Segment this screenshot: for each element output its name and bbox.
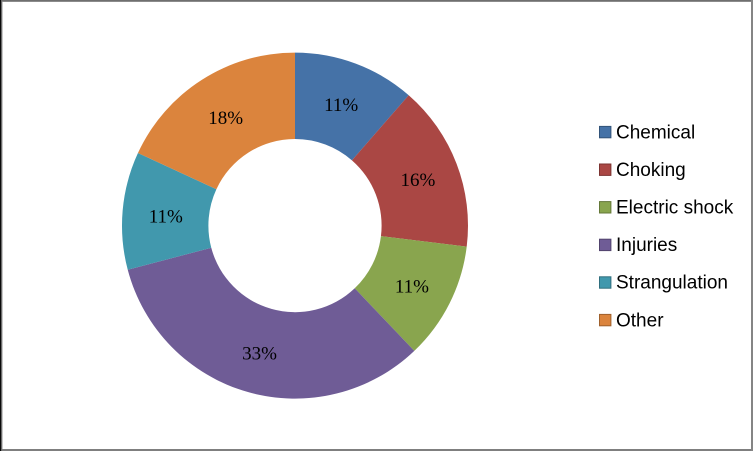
- svg-text:Chemical: Chemical: [616, 122, 695, 143]
- svg-text:Strangulation: Strangulation: [616, 273, 728, 294]
- svg-text:Injuries: Injuries: [616, 235, 677, 256]
- svg-text:Choking: Choking: [616, 160, 686, 181]
- svg-text:11%: 11%: [324, 95, 358, 116]
- svg-text:11%: 11%: [395, 276, 429, 297]
- svg-text:Other: Other: [616, 310, 664, 331]
- svg-text:11%: 11%: [149, 207, 183, 228]
- svg-text:18%: 18%: [208, 108, 243, 129]
- svg-text:16%: 16%: [400, 170, 435, 191]
- svg-text:Electric shock: Electric shock: [616, 198, 734, 219]
- svg-text:33%: 33%: [242, 344, 277, 365]
